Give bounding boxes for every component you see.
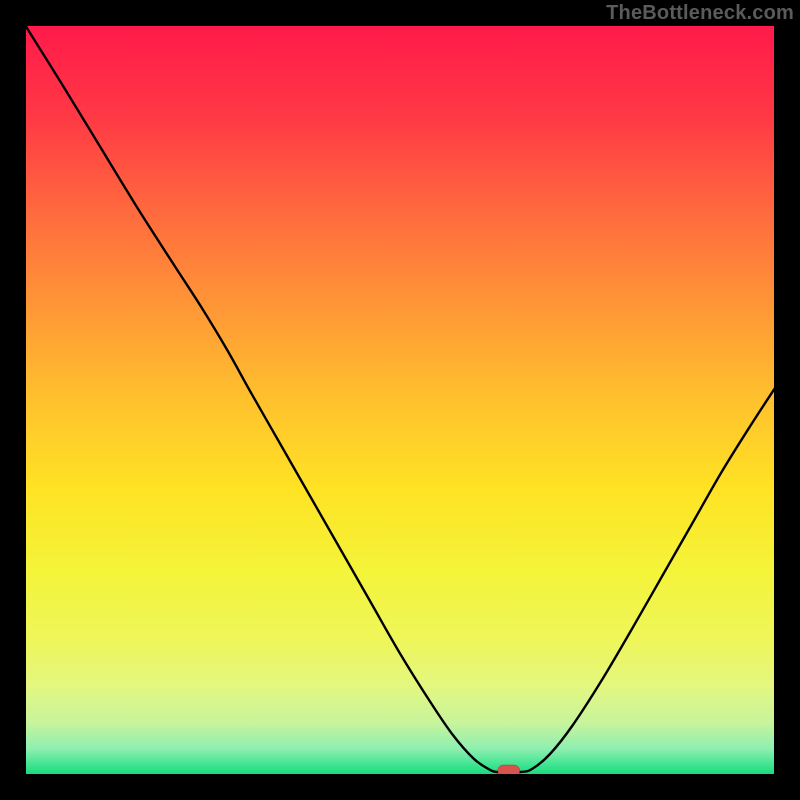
gradient-background [25, 25, 775, 775]
plot-area [25, 25, 775, 776]
watermark-text: TheBottleneck.com [606, 2, 794, 25]
bottleneck-chart: TheBottleneck.com [0, 0, 800, 800]
chart-svg [0, 0, 800, 800]
